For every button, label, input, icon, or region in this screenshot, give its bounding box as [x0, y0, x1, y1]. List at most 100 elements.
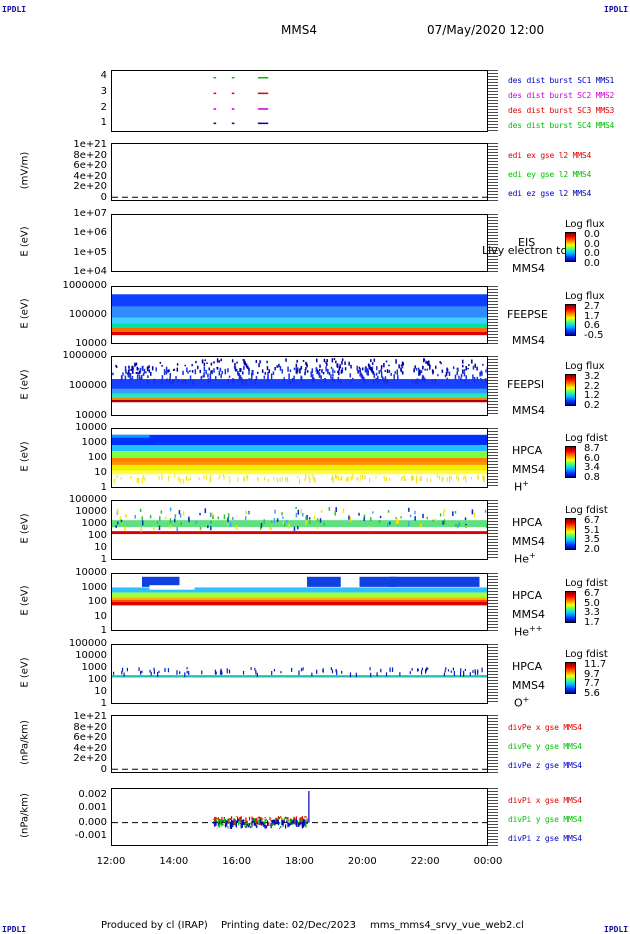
- ytick-divpi-2: 0.000: [78, 816, 107, 828]
- he2-hi-2: [359, 576, 397, 587]
- o-speck-55: [424, 669, 427, 674]
- right-axis-ticks-eis: [488, 214, 498, 272]
- spec-speck-top-55: [348, 361, 350, 366]
- o-speck-7: [228, 669, 231, 674]
- he-speck-107: [159, 516, 161, 521]
- panel-divpe: [111, 715, 488, 773]
- spec-speck-50: [124, 375, 127, 380]
- spec-speck-top-164: [138, 370, 141, 375]
- spec-tail-12: [246, 475, 248, 481]
- spec-tail-105: [463, 475, 465, 479]
- spec-tail-57: [309, 477, 311, 484]
- spec-speck-top-168: [465, 366, 468, 371]
- he-speck-31: [117, 521, 119, 525]
- spec-speck-top-166: [428, 366, 431, 370]
- plot-area-hpca_he2: [112, 576, 487, 606]
- spec-speck-158: [128, 367, 130, 372]
- spec-band-hpca_h-2: [112, 451, 487, 458]
- burst-mark-3-1: [231, 77, 235, 79]
- colorbar-title-feepse: Log flux: [565, 291, 605, 302]
- spec-tail-22: [120, 476, 122, 480]
- spec-speck-top-32: [197, 365, 199, 370]
- spec-speck-242: [464, 380, 466, 383]
- he-speck-61: [120, 519, 123, 523]
- spec-speck-top-177: [446, 367, 448, 371]
- o-speck-50: [385, 672, 388, 677]
- spec-speck-43: [325, 366, 327, 372]
- spec-tail-78: [411, 475, 413, 481]
- spec-speck-top-176: [201, 359, 204, 363]
- he-speck-95: [195, 520, 198, 524]
- o-speck-32: [421, 667, 423, 671]
- colorbar-value-hpca_he-2: 3.5: [584, 534, 600, 545]
- ytick-hpca_he-3: 100: [87, 530, 107, 541]
- hpca-h-gap-a: [112, 434, 150, 438]
- he-speck-14: [160, 510, 163, 514]
- spec-speck-25: [137, 372, 139, 376]
- he-speck-7: [389, 521, 391, 525]
- he-speck-28: [486, 523, 487, 529]
- he-speck-102: [349, 517, 352, 522]
- spec-speck-32: [139, 367, 142, 373]
- spec-speck-259: [145, 371, 147, 374]
- spec-tail-116: [178, 476, 180, 481]
- spec-tail-83: [375, 476, 377, 479]
- spec-tail-111: [482, 478, 484, 482]
- o-speck-57: [280, 671, 282, 674]
- spec-speck-79: [232, 379, 235, 384]
- he-speck-10: [283, 522, 286, 527]
- spec-tail-32: [116, 474, 118, 479]
- ytick-hpca_he-2: 1000: [81, 518, 107, 529]
- spec-tail-53: [237, 477, 239, 482]
- spec-speck-0: [263, 375, 266, 379]
- spec-speck-111: [414, 379, 416, 385]
- spec-speck-24: [472, 365, 475, 370]
- he-speck-94: [408, 507, 410, 512]
- spec-speck-top-27: [462, 369, 464, 374]
- spec-speck-54: [124, 366, 127, 372]
- spec-speck-101: [476, 376, 479, 380]
- o-speck-3: [341, 670, 343, 674]
- he-speck-22: [432, 519, 435, 522]
- spec-speck-129: [383, 379, 386, 384]
- o-speck-67: [255, 670, 257, 675]
- spec-speck-top-151: [435, 365, 437, 369]
- spec-speck-top-99: [401, 371, 404, 375]
- species-charge-hpca_o: +: [522, 695, 530, 704]
- spec-speck-top-172: [278, 363, 280, 368]
- o-speck-56: [186, 667, 188, 670]
- plot-area-hpca_o: [112, 667, 487, 678]
- he-speck-32: [210, 526, 212, 531]
- spec-speck-78: [333, 370, 336, 373]
- spec-tail-17: [465, 476, 467, 483]
- spec-speck-131: [279, 366, 282, 371]
- spec-tail-44: [446, 477, 448, 482]
- spec-speck-198: [254, 379, 257, 385]
- spec-speck-top-87: [474, 363, 477, 368]
- spec-tail-43: [267, 478, 269, 482]
- spec-speck-151: [422, 375, 425, 382]
- ytick-divpe-3: 4e+20: [73, 742, 107, 754]
- spec-tail-56: [276, 477, 278, 483]
- o-speck-36: [188, 671, 190, 676]
- spec-speck-192: [311, 378, 314, 383]
- ytick-edi-2: 6e+20: [73, 160, 107, 172]
- he-speck-6: [387, 522, 389, 527]
- spec-speck-top-21: [326, 359, 328, 363]
- spec-tail-86: [243, 477, 245, 482]
- spec-speck-top-46: [258, 363, 260, 368]
- corner-mark-bottom-left: IPDLI: [2, 925, 27, 934]
- spec-band-hpca_h-1: [112, 445, 487, 452]
- spec-tail-92: [142, 475, 144, 480]
- he2-hi-1: [307, 576, 341, 587]
- spec-speck-48: [181, 379, 184, 384]
- spec-speck-top-153: [216, 367, 218, 369]
- spec-tail-88: [338, 475, 340, 481]
- o-speck-81: [399, 672, 401, 676]
- o-speck-69: [214, 669, 217, 675]
- spec-speck-top-143: [150, 371, 152, 376]
- legend-edi-1: edi ey gse l2 MMS4: [508, 170, 592, 179]
- spec-tail-14: [136, 477, 138, 483]
- spec-tail-35: [304, 478, 306, 482]
- spec-speck-top-142: [344, 367, 347, 371]
